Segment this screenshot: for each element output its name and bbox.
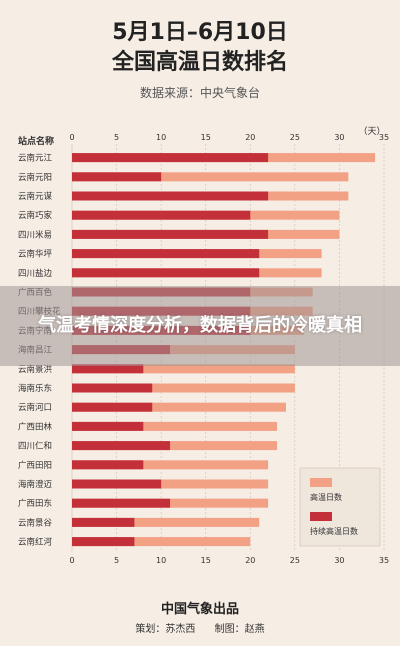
bar-high-temp-days xyxy=(72,537,251,547)
x-tick-label-top: 25 xyxy=(290,133,300,142)
bar-high-temp-days xyxy=(72,383,295,393)
legend-swatch-high-temp xyxy=(310,478,332,487)
bar-persistent-high-temp-days xyxy=(72,191,269,201)
planner-credit: 策划：苏杰西 xyxy=(135,624,196,635)
x-tick-label-top: 15 xyxy=(201,133,211,142)
bar-high-temp-days xyxy=(72,364,295,374)
category-label: 广西田东 xyxy=(18,498,52,509)
x-tick-label-bottom: 25 xyxy=(290,556,300,565)
bar-persistent-high-temp-days xyxy=(72,479,162,489)
category-label: 云南红河 xyxy=(18,537,53,548)
category-label: 云南元阳 xyxy=(18,172,52,183)
bar-chart: 站点名称 （天） 0 0 5 5 10 10 15 15 20 20 25 25 30 30 35 35 云南元江云… xyxy=(18,126,389,565)
bar-persistent-high-temp-days xyxy=(72,364,144,374)
x-tick-label-bottom: 30 xyxy=(334,556,344,565)
bar-high-temp-days xyxy=(72,441,278,451)
bar-persistent-high-temp-days xyxy=(72,517,135,527)
category-label: 广西田阳 xyxy=(18,460,52,471)
bar-persistent-high-temp-days xyxy=(72,537,135,547)
data-source: 数据来源：中央气象台 xyxy=(139,86,260,100)
category-label: 四川米易 xyxy=(18,229,52,240)
legend-swatch-persistent xyxy=(310,512,332,521)
category-label: 云南河口 xyxy=(18,402,52,413)
bar-persistent-high-temp-days xyxy=(72,249,260,259)
x-tick-label-top: 10 xyxy=(156,133,166,142)
bar-persistent-high-temp-days xyxy=(72,172,162,182)
unit-label: （天） xyxy=(358,126,385,137)
illustrator-credit: 制图：赵燕 xyxy=(214,624,265,635)
category-label: 云南元江 xyxy=(18,153,53,164)
x-tick-label-bottom: 5 xyxy=(114,556,119,565)
bar-high-temp-days xyxy=(72,517,260,527)
bar-high-temp-days xyxy=(72,479,269,489)
bar-persistent-high-temp-days xyxy=(72,383,153,393)
category-label: 广西田林 xyxy=(18,421,53,432)
legend-label-persistent: 持续高温日数 xyxy=(310,526,358,536)
headline-overlay: 气温考情深度分析，数据背后的冷暖真相 xyxy=(0,286,400,366)
category-label: 四川盐边 xyxy=(18,268,53,279)
x-tick-label-bottom: 0 xyxy=(69,556,74,565)
bar-persistent-high-temp-days xyxy=(72,210,251,220)
category-label: 海南乐东 xyxy=(18,383,52,394)
bar-persistent-high-temp-days xyxy=(72,268,260,278)
publisher: 中国气象出品 xyxy=(160,602,239,617)
x-tick-label-top: 35 xyxy=(379,133,389,142)
category-label: 云南景谷 xyxy=(18,517,53,528)
x-tick-label-top: 30 xyxy=(334,133,344,142)
chart-title-line1: 5月1日–6月10日 xyxy=(112,20,288,45)
bar-high-temp-days xyxy=(72,460,269,470)
category-label: 四川仁和 xyxy=(18,441,52,452)
x-tick-label-bottom: 35 xyxy=(379,556,389,565)
category-label: 云南元谋 xyxy=(18,191,53,202)
category-label: 海南澄迈 xyxy=(18,479,53,490)
bar-persistent-high-temp-days xyxy=(72,402,153,412)
credits: 策划：苏杰西 制图：赵燕 xyxy=(0,620,400,635)
x-tick-label-bottom: 10 xyxy=(156,556,166,565)
x-tick-label-bottom: 15 xyxy=(201,556,211,565)
headline-text: 气温考情深度分析，数据背后的冷暖真相 xyxy=(38,315,362,336)
bar-persistent-high-temp-days xyxy=(72,229,269,239)
bar-persistent-high-temp-days xyxy=(72,498,171,508)
bar-high-temp-days xyxy=(72,172,349,182)
category-label: 云南巧家 xyxy=(18,210,53,221)
bar-high-temp-days xyxy=(72,402,286,412)
x-tick-label-top: 0 xyxy=(69,133,74,142)
bar-persistent-high-temp-days xyxy=(72,441,171,451)
bar-persistent-high-temp-days xyxy=(72,460,144,470)
x-tick-label-bottom: 20 xyxy=(245,556,255,565)
category-label: 云南景洪 xyxy=(18,364,53,375)
chart-title-line2: 全国高温日数排名 xyxy=(111,50,288,75)
bar-high-temp-days xyxy=(72,421,278,431)
bar-persistent-high-temp-days xyxy=(72,421,144,431)
bar-persistent-high-temp-days xyxy=(72,153,269,163)
category-header: 站点名称 xyxy=(18,135,54,147)
category-label: 云南华坪 xyxy=(18,249,53,260)
legend-label-high-temp: 高温日数 xyxy=(310,492,342,502)
x-tick-label-top: 20 xyxy=(245,133,255,142)
x-tick-label-top: 5 xyxy=(114,133,119,142)
